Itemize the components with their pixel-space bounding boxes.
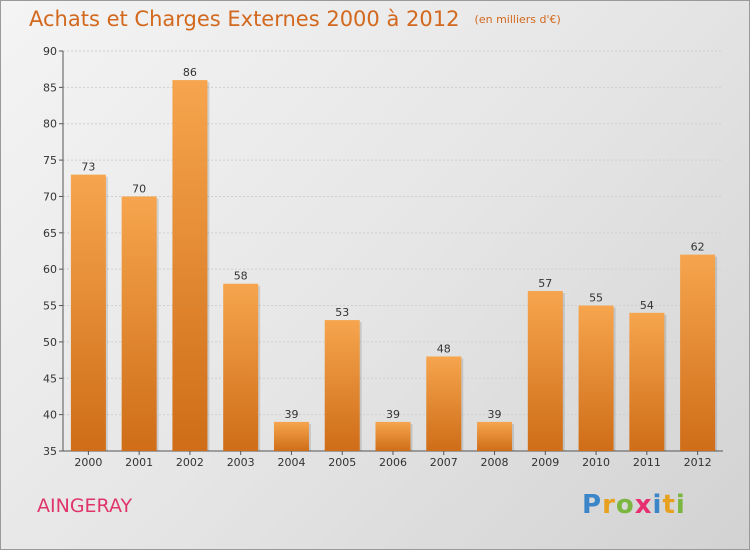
bar-value-label: 58 (234, 270, 248, 283)
y-tick-label: 85 (43, 81, 57, 94)
bar[interactable] (375, 421, 411, 451)
y-tick-label: 70 (43, 190, 57, 203)
brand-letter: x (634, 490, 653, 520)
x-tick-label: 2002 (176, 456, 204, 469)
bar[interactable] (629, 312, 665, 451)
bar[interactable] (680, 254, 716, 451)
bar[interactable] (578, 305, 614, 451)
x-tick-label: 2006 (379, 456, 407, 469)
x-tick-label: 2003 (227, 456, 255, 469)
y-tick-label: 60 (43, 263, 57, 276)
bar-value-label: 39 (386, 408, 400, 421)
y-tick-label: 75 (43, 154, 57, 167)
labels: 35 40 45 50 55 60 65 70 75 80 85 90 73 2000 70 2001 86 20… (43, 45, 712, 469)
bar-value-label: 62 (691, 241, 705, 254)
bar[interactable] (273, 421, 309, 451)
bar-value-label: 53 (335, 306, 349, 319)
y-tick-label: 90 (43, 45, 57, 58)
title-row: Achats et Charges Externes 2000 à 2012 (… (29, 7, 561, 31)
bar-value-label: 70 (132, 182, 146, 195)
bar[interactable] (426, 356, 462, 451)
x-tick-label: 2008 (481, 456, 509, 469)
y-tick-label: 55 (43, 300, 57, 313)
x-tick-label: 2005 (328, 456, 356, 469)
bar[interactable] (70, 174, 106, 452)
bar[interactable] (223, 283, 259, 451)
place-name: AINGERAY (37, 495, 133, 517)
x-tick-label: 2007 (430, 456, 458, 469)
brand-letter: i (652, 490, 663, 520)
bar-value-label: 57 (538, 277, 552, 290)
y-tick-label: 80 (43, 118, 57, 131)
bar-value-label: 39 (284, 408, 298, 421)
brand-letter: t (662, 490, 676, 520)
bar[interactable] (477, 421, 513, 451)
x-tick-label: 2009 (531, 456, 559, 469)
bar-value-label: 86 (183, 66, 197, 79)
y-tick-label: 50 (43, 336, 57, 349)
x-tick-label: 2010 (582, 456, 610, 469)
brand-letter: o (615, 490, 635, 520)
brand-letter: r (602, 490, 616, 520)
x-tick-label: 2011 (633, 456, 661, 469)
brand-letter: P (582, 490, 603, 520)
y-tick-label: 40 (43, 409, 57, 422)
chart-title: Achats et Charges Externes 2000 à 2012 (29, 7, 460, 31)
x-tick-label: 2001 (125, 456, 153, 469)
x-tick-label: 2012 (684, 456, 712, 469)
bar-value-label: 55 (589, 292, 603, 305)
bar-value-label: 54 (640, 299, 654, 312)
y-tick-label: 45 (43, 372, 57, 385)
bar[interactable] (172, 80, 208, 451)
bar[interactable] (527, 291, 563, 451)
bar-value-label: 39 (488, 408, 502, 421)
bar[interactable] (324, 320, 360, 451)
bar[interactable] (121, 196, 157, 451)
brand-letter: i (675, 490, 686, 520)
brand-logo[interactable]: Proxiti (582, 490, 686, 520)
bar-value-label: 73 (81, 161, 95, 174)
chart-subtitle: (en milliers d'€) (474, 13, 561, 26)
y-tick-label: 65 (43, 227, 57, 240)
y-tick-label: 35 (43, 445, 57, 458)
x-tick-label: 2004 (277, 456, 305, 469)
bar-value-label: 48 (437, 342, 451, 355)
grid-lines (63, 50, 723, 416)
x-tick-label: 2000 (74, 456, 102, 469)
bars (70, 80, 718, 452)
